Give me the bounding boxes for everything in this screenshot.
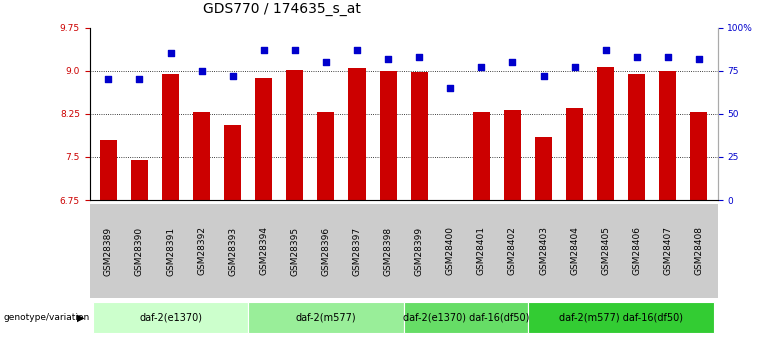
Text: GSM28394: GSM28394 <box>259 226 268 276</box>
Point <box>320 59 332 65</box>
Bar <box>131 160 148 345</box>
Point <box>475 65 488 70</box>
Text: GSM28399: GSM28399 <box>415 226 424 276</box>
Text: GSM28403: GSM28403 <box>539 226 548 276</box>
Text: GSM28404: GSM28404 <box>570 227 579 275</box>
Text: GSM28398: GSM28398 <box>384 226 392 276</box>
Text: GSM28397: GSM28397 <box>353 226 361 276</box>
Point <box>569 65 581 70</box>
Bar <box>380 71 397 345</box>
Text: GSM28402: GSM28402 <box>508 227 517 275</box>
Text: GSM28389: GSM28389 <box>104 226 113 276</box>
Text: GSM28392: GSM28392 <box>197 226 206 276</box>
Point <box>661 54 674 60</box>
Bar <box>504 110 521 345</box>
Bar <box>441 204 459 345</box>
Text: GSM28405: GSM28405 <box>601 226 610 276</box>
Bar <box>628 73 645 345</box>
Point <box>165 51 177 56</box>
Point <box>444 85 456 91</box>
Text: daf-2(m577): daf-2(m577) <box>296 313 356 322</box>
Text: GSM28401: GSM28401 <box>477 226 486 276</box>
Bar <box>349 68 366 345</box>
Bar <box>162 73 179 345</box>
Text: GSM28395: GSM28395 <box>290 226 300 276</box>
Bar <box>100 140 117 345</box>
Bar <box>597 67 614 345</box>
Point <box>351 47 363 53</box>
Text: GSM28400: GSM28400 <box>446 226 455 276</box>
Bar <box>224 125 241 345</box>
Bar <box>659 71 676 345</box>
Bar <box>566 108 583 345</box>
Text: GSM28390: GSM28390 <box>135 226 144 276</box>
Text: GSM28393: GSM28393 <box>229 226 237 276</box>
Bar <box>473 112 490 345</box>
Point <box>226 73 239 79</box>
Text: daf-2(m577) daf-16(df50): daf-2(m577) daf-16(df50) <box>559 313 683 322</box>
Text: daf-2(e1370): daf-2(e1370) <box>139 313 202 322</box>
Point <box>133 77 146 82</box>
Bar <box>193 112 210 345</box>
Bar <box>255 78 272 345</box>
Point <box>630 54 643 60</box>
Bar <box>286 70 303 345</box>
Text: GSM28396: GSM28396 <box>321 226 331 276</box>
Text: GSM28406: GSM28406 <box>633 226 641 276</box>
Bar <box>317 112 335 345</box>
Text: daf-2(e1370) daf-16(df50): daf-2(e1370) daf-16(df50) <box>402 313 529 322</box>
Point <box>413 54 425 60</box>
Text: GSM28407: GSM28407 <box>663 226 672 276</box>
Text: GSM28408: GSM28408 <box>694 226 704 276</box>
Text: genotype/variation: genotype/variation <box>4 313 90 322</box>
Point <box>195 68 207 73</box>
Bar <box>690 112 707 345</box>
Bar <box>410 72 427 345</box>
Point <box>506 59 519 65</box>
Point <box>382 56 395 61</box>
Point <box>693 56 705 61</box>
Point <box>600 47 612 53</box>
Point <box>102 77 115 82</box>
Text: GSM28391: GSM28391 <box>166 226 175 276</box>
Text: ▶: ▶ <box>76 313 84 322</box>
Bar <box>535 137 552 345</box>
Point <box>257 47 270 53</box>
Text: GDS770 / 174635_s_at: GDS770 / 174635_s_at <box>203 1 360 16</box>
Point <box>537 73 550 79</box>
Point <box>289 47 301 53</box>
